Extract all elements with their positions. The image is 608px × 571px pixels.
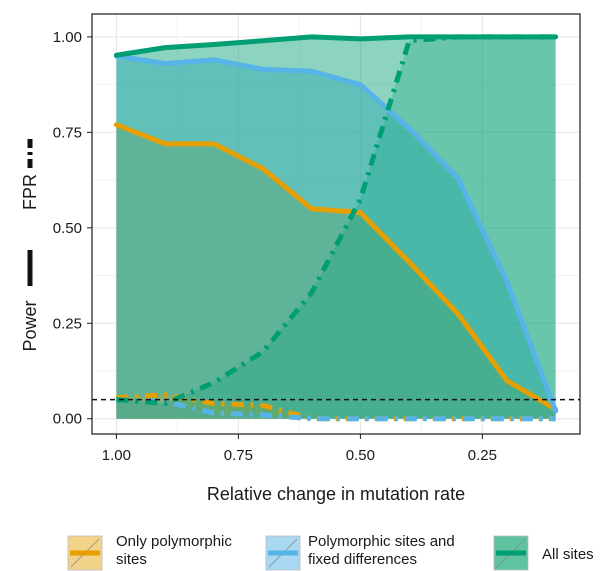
power-area-2 — [116, 56, 556, 419]
legend-item-3: All sites — [493, 535, 594, 571]
power-area-1 — [116, 124, 556, 419]
power-line-1 — [113, 122, 559, 412]
x-tick-label: 0.50 — [346, 447, 375, 464]
legend-label: All sites — [542, 546, 594, 563]
fpr-area-3 — [116, 36, 556, 419]
x-tick-label: 0.25 — [468, 447, 497, 464]
y-axis-title-power: Power — [20, 300, 40, 351]
fpr-area-2 — [116, 399, 556, 419]
power-areas — [116, 36, 556, 419]
y-axis-title-fpr: FPR — [20, 174, 40, 210]
plot-border — [91, 13, 581, 435]
legend-label: Only polymorphic — [116, 533, 232, 550]
axis-ticks: 0.00 0.25 0.50 0.75 1.00 1.00 0.75 0.50 0.25 — [53, 29, 497, 464]
plot-panel — [91, 13, 581, 435]
x-tick-label: 0.75 — [224, 447, 253, 464]
y-tick-label: 0.75 — [53, 124, 82, 141]
fpr-line-3 — [116, 34, 556, 406]
power-area-3 — [116, 36, 556, 419]
y-tick-label: 0.25 — [53, 315, 82, 332]
x-tick-label: 1.00 — [102, 447, 131, 464]
series-lines — [113, 34, 559, 422]
legend-label: Polymorphic sites and — [308, 533, 455, 550]
legend-label: fixed differences — [308, 551, 417, 568]
y-axis-title: Power FPR — [20, 138, 40, 352]
x-axis-title: Relative change in mutation rate — [207, 484, 465, 504]
fpr-line-2 — [116, 397, 556, 422]
fpr-area-1 — [116, 394, 556, 419]
power-line-2 — [113, 53, 559, 414]
legend-label: sites — [116, 551, 147, 568]
y-tick-label: 0.50 — [53, 220, 82, 237]
y-tick-label: 0.00 — [53, 411, 82, 428]
y-tick-label: 1.00 — [53, 29, 82, 46]
